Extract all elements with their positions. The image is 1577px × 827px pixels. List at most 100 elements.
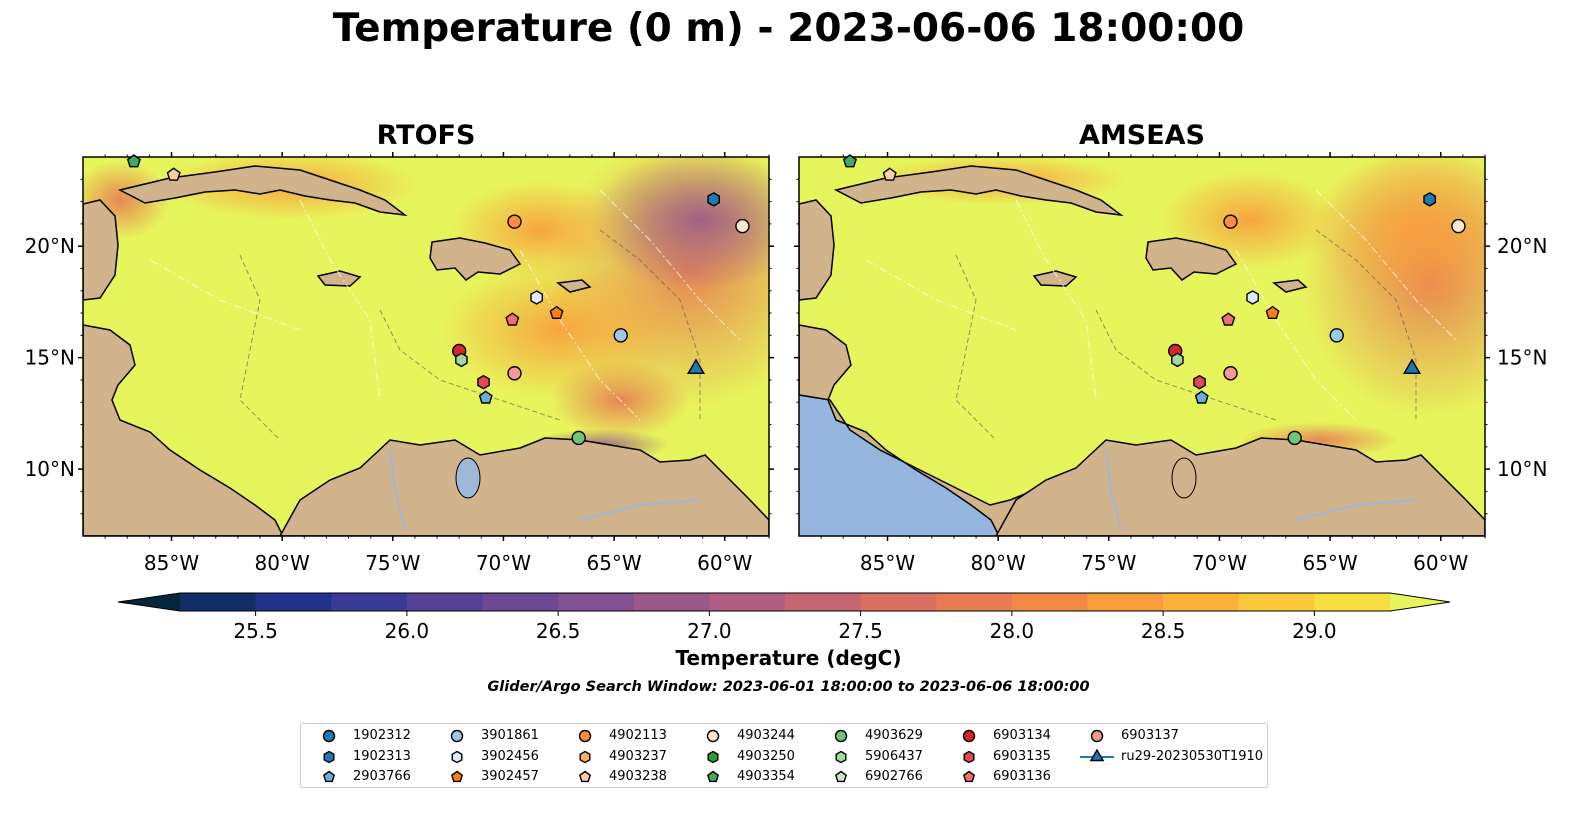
float-marker-4903238 <box>882 167 897 181</box>
legend-marker-6903136 <box>962 770 976 783</box>
lake-maracaibo <box>455 457 481 499</box>
lon-tick-label: 80°W <box>971 551 1026 575</box>
float-marker-5906437 <box>455 352 468 368</box>
legend-marker-ru29-20230530T1910 <box>1089 748 1105 761</box>
legend-marker <box>451 750 463 763</box>
colorbar-extend-high <box>1390 593 1450 611</box>
legend-marker <box>579 750 591 763</box>
colorbar-segment <box>406 593 484 611</box>
colorbar-segment <box>1087 593 1164 611</box>
colorbar-segment <box>558 593 635 611</box>
jamaica <box>1032 270 1078 287</box>
float-marker-1902313 <box>1423 192 1437 207</box>
float-marker-4902113 <box>1223 214 1238 229</box>
legend-marker <box>834 770 848 783</box>
lat-tick-label-right: 15°N <box>1497 346 1547 370</box>
colorbar-segment <box>1163 593 1240 611</box>
colorbar-extend-low <box>118 593 180 611</box>
legend-marker <box>707 750 719 763</box>
legend-marker-4902113 <box>578 729 592 743</box>
isobath-lines <box>955 229 1417 441</box>
lon-tick-label: 80°W <box>255 551 310 575</box>
legend-marker-2903766 <box>322 770 336 783</box>
legend-marker-4903354 <box>706 770 720 783</box>
float-marker-4902113 <box>507 214 522 229</box>
colorbar-tick-label: 25.5 <box>233 619 278 643</box>
colorbar-segment <box>709 593 786 611</box>
legend-label: 3901861 <box>481 728 539 743</box>
legend-marker <box>706 729 720 743</box>
float-marker-ru29-20230530T1910 <box>1402 358 1422 374</box>
legend-marker <box>834 729 848 743</box>
float-marker-4903244 <box>735 218 750 234</box>
float-marker-3902457 <box>1265 305 1280 319</box>
legend-marker <box>578 770 592 783</box>
colorbar-tick-label: 26.5 <box>536 619 581 643</box>
lon-tick-label: 65°W <box>1302 551 1357 575</box>
colorbar-segment <box>936 593 1013 611</box>
float-marker-6903135 <box>1193 374 1206 390</box>
map-amseas <box>799 157 1485 536</box>
cuba <box>117 165 408 217</box>
isobath-lines <box>239 229 701 441</box>
legend-marker <box>962 729 976 743</box>
legend-marker-6903134 <box>962 729 976 743</box>
legend-label: 4903354 <box>737 769 795 784</box>
landmasses <box>799 165 1485 536</box>
legend-marker <box>450 729 464 743</box>
legend-label: 1902312 <box>353 728 411 743</box>
search-window-caption: Glider/Argo Search Window: 2023-06-01 18… <box>487 679 1090 695</box>
eez-boundaries <box>149 189 741 421</box>
legend-marker-3902456 <box>451 750 463 763</box>
legend-marker <box>450 770 464 783</box>
puerto-rico <box>1272 279 1308 293</box>
legend-marker-3902457 <box>450 770 464 783</box>
colorbar-segment <box>785 593 862 611</box>
colorbar-outline <box>117 592 1451 612</box>
legend-marker <box>578 729 592 743</box>
legend-label: 3902456 <box>481 748 539 764</box>
legend-marker-4903250 <box>707 750 719 763</box>
float-marker-4903629 <box>1287 430 1302 446</box>
legend-label: 4903244 <box>737 728 795 743</box>
legend-marker-1902312 <box>322 729 336 743</box>
yucatan <box>799 199 835 301</box>
legend-label: 4903238 <box>609 769 667 784</box>
lon-tick-label: 60°W <box>697 551 752 575</box>
map-rtofs <box>83 157 769 536</box>
float-marker-6903136 <box>505 312 520 326</box>
float-marker-3902457 <box>549 305 564 319</box>
lat-tick-label-left: 10°N <box>25 457 75 481</box>
colorbar-segment <box>1238 593 1315 611</box>
lat-tick-label-left: 15°N <box>25 346 75 370</box>
float-marker-4903354 <box>842 154 857 168</box>
legend-marker <box>322 729 336 743</box>
colorbar-segment <box>1314 593 1391 611</box>
float-marker-3902456 <box>530 290 543 305</box>
legend-marker-4903244 <box>706 729 720 743</box>
float-marker-3901861 <box>1329 328 1344 343</box>
yucatan <box>83 199 119 301</box>
puerto-rico <box>556 279 592 293</box>
legend-marker-4903629 <box>834 729 848 743</box>
colorbar-segment <box>255 593 332 611</box>
panel-title-amseas: AMSEAS <box>1079 120 1205 151</box>
warm-patch <box>1310 157 1485 310</box>
colorbar-tick-label: 26.0 <box>385 619 430 643</box>
colorbar-segment <box>180 593 257 611</box>
float-marker-2903766 <box>478 390 493 404</box>
colorbar-tick-label: 28.5 <box>1141 619 1186 643</box>
float-markers-layer <box>126 154 1466 446</box>
float-marker-4903629 <box>571 430 586 446</box>
lon-tick-label: 75°W <box>1081 551 1136 575</box>
eez-boundaries <box>865 189 1457 421</box>
float-marker-4903238 <box>166 167 181 181</box>
float-marker-5906437 <box>1171 352 1184 368</box>
map-frame-amseas <box>798 156 1486 537</box>
legend-label: 4903629 <box>865 728 923 743</box>
float-marker-ru29-20230530T1910 <box>686 358 706 374</box>
legend-marker-4903238 <box>578 770 592 783</box>
colorbar-tick-label: 27.5 <box>838 619 883 643</box>
river-lines <box>1105 449 1417 531</box>
